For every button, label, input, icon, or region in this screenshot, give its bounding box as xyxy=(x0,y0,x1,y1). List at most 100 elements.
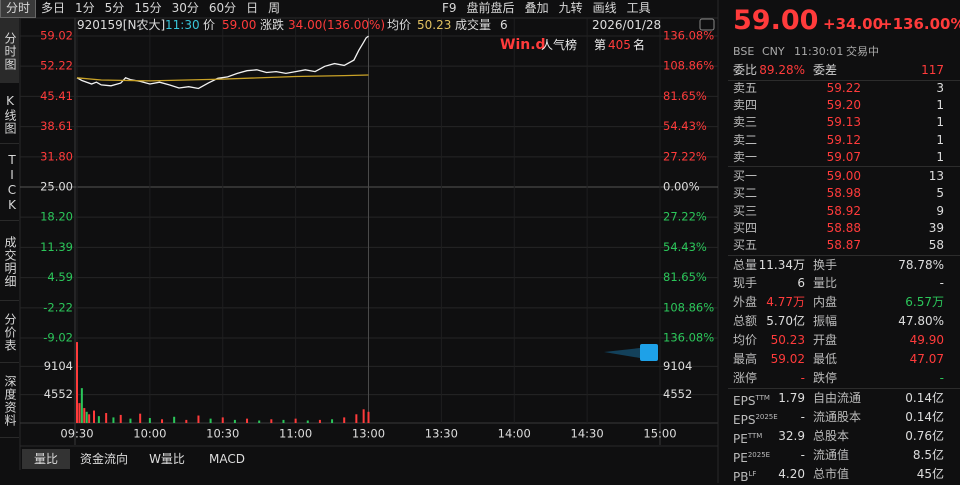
book-qty: 13 xyxy=(928,169,944,183)
period-tab[interactable]: 周 xyxy=(268,1,281,15)
book-label: 买一 xyxy=(733,169,758,183)
period-tab[interactable]: 60分 xyxy=(208,1,237,15)
period-tab[interactable]: 30分 xyxy=(171,1,199,15)
book-qty: 9 xyxy=(936,204,944,218)
intraday-chart: » 59.0252.2245.4138.6131.8025.0018.2011.… xyxy=(19,0,719,483)
quote-status: 交易中 xyxy=(846,45,879,58)
side-tab[interactable]: TICK xyxy=(0,143,19,221)
x-tick-label: 09:30 xyxy=(60,427,93,441)
fund-label: 总股本 xyxy=(813,429,850,443)
book-qty: 1 xyxy=(936,115,944,129)
fund-label: EPSTTM xyxy=(733,394,770,408)
volume-bar xyxy=(343,417,346,423)
stat-value: 49.90 xyxy=(909,333,944,347)
separator xyxy=(728,80,960,81)
fund-label: 流通股本 xyxy=(813,410,862,424)
side-tab[interactable]: 深度资料 xyxy=(0,362,19,438)
info-date: 2026/01/28 xyxy=(592,18,662,32)
book-price: 58.98 xyxy=(826,186,861,200)
volume-bar xyxy=(362,409,365,423)
x-tick-label: 14:00 xyxy=(498,427,531,441)
tool-button[interactable]: 画线 xyxy=(592,1,617,15)
rank-brand: Win.d xyxy=(500,37,546,53)
fund-value: 0.14亿 xyxy=(905,391,944,405)
y2-tick-label: 27.22% xyxy=(663,210,707,224)
period-tab[interactable]: 日 xyxy=(246,1,259,15)
volume-bar xyxy=(129,418,132,423)
fund-value: 32.9 xyxy=(778,429,805,443)
side-tab[interactable]: K线图 xyxy=(0,82,19,144)
rank-suffix: 名 xyxy=(633,38,646,52)
info-price: 59.00 xyxy=(222,18,257,32)
period-tab[interactable]: 1分 xyxy=(75,1,95,15)
fund-label: 总市值 xyxy=(813,467,850,481)
separator xyxy=(728,255,960,256)
volume-bar xyxy=(246,418,249,423)
floating-widget[interactable] xyxy=(640,344,658,361)
book-price: 58.87 xyxy=(826,238,861,252)
stat-value: 78.78% xyxy=(898,258,944,272)
side-tab[interactable]: 分时图 xyxy=(0,18,19,83)
fund-label-sup: TTM xyxy=(747,432,763,440)
book-label: 卖四 xyxy=(733,98,758,112)
period-tab[interactable]: 分时 xyxy=(0,0,37,18)
tool-button[interactable]: 工具 xyxy=(626,1,651,15)
tool-button[interactable]: 叠加 xyxy=(524,1,549,15)
quote-currency: CNY xyxy=(762,45,785,58)
info-volume: 6 xyxy=(500,18,508,32)
ratio-value: 89.28% xyxy=(759,63,805,77)
fund-value: 4.20 xyxy=(778,467,805,481)
rank-title: 人气榜 xyxy=(541,38,578,52)
quote-time: 11:30:01 xyxy=(794,45,844,58)
book-label: 卖三 xyxy=(733,115,758,129)
diff-value: 117 xyxy=(921,63,944,77)
x-tick-label: 10:00 xyxy=(133,427,166,441)
book-qty: 1 xyxy=(936,98,944,112)
indicator-tab[interactable]: 资金流向 xyxy=(79,452,128,466)
indicator-tab[interactable]: 量比 xyxy=(22,449,70,469)
book-price: 59.13 xyxy=(826,115,861,129)
period-tab[interactable]: 多日 xyxy=(41,1,66,15)
book-label: 买二 xyxy=(733,186,758,200)
fund-value: 45亿 xyxy=(916,467,944,481)
volume-bar xyxy=(173,416,176,423)
x-tick-label: 10:30 xyxy=(206,427,239,441)
y-tick-label: -2.22 xyxy=(43,300,73,314)
book-qty: 5 xyxy=(936,186,944,200)
volume-bar xyxy=(306,420,309,423)
indicator-tab[interactable]: MACD xyxy=(209,452,245,466)
book-price: 59.22 xyxy=(826,81,861,95)
tool-button[interactable]: 盘前盘后 xyxy=(466,1,515,15)
book-price: 58.88 xyxy=(826,221,861,235)
book-label: 卖二 xyxy=(733,133,758,147)
indicator-tab[interactable]: W量比 xyxy=(149,452,185,466)
book-price: 59.12 xyxy=(826,133,861,147)
book-label: 卖五 xyxy=(733,81,758,95)
y-tick-label: 38.61 xyxy=(40,119,73,133)
tool-button[interactable]: F9 xyxy=(442,1,457,15)
y-tick-label: 52.22 xyxy=(40,59,73,73)
volume-bar xyxy=(197,415,200,423)
volume-bar xyxy=(139,413,142,423)
period-tab[interactable]: 5分 xyxy=(104,1,125,15)
rank-number: 405 xyxy=(608,38,631,52)
fund-value: 8.5亿 xyxy=(912,448,944,462)
stat-label: 开盘 xyxy=(813,333,838,347)
volume-bar xyxy=(78,403,81,423)
tool-button[interactable]: 九转 xyxy=(558,1,583,15)
y-tick-label: 45.41 xyxy=(40,89,73,103)
side-tab[interactable]: 成交明细 xyxy=(0,220,19,301)
info-volume-label: 成交量 xyxy=(455,18,492,32)
y2-tick-label: 136.08% xyxy=(663,331,714,345)
last-price: 59.00 xyxy=(733,5,819,36)
x-tick-label: 13:00 xyxy=(352,427,385,441)
side-tab[interactable]: 分价表 xyxy=(0,300,19,363)
stat-label: 跌停 xyxy=(813,371,838,385)
tool-toolbar: F9 盘前盘后 叠加 九转 画线 工具 xyxy=(437,0,656,17)
stat-label: 总额 xyxy=(733,314,758,328)
book-qty: 58 xyxy=(928,238,944,252)
fund-label-sup: 2025E xyxy=(755,413,778,421)
period-tab[interactable]: 15分 xyxy=(134,1,162,15)
wp-icon[interactable] xyxy=(699,18,715,31)
